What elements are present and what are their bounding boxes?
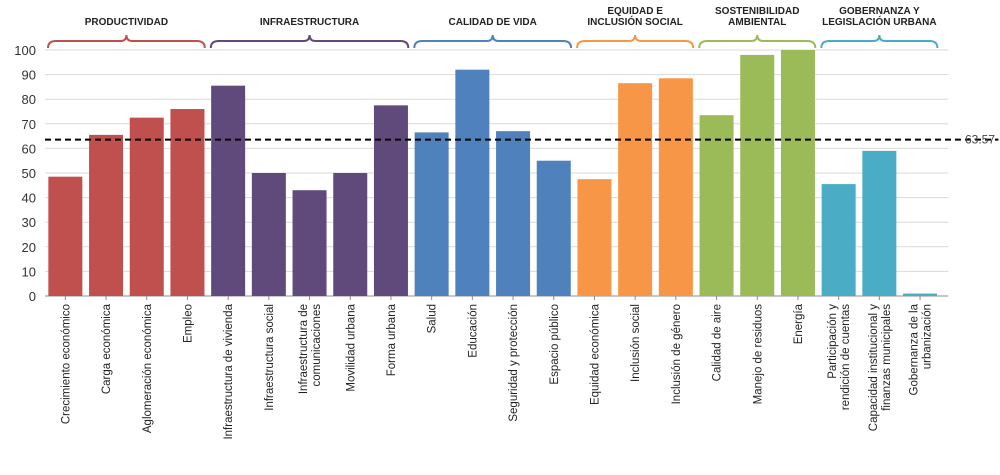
bar: [821, 184, 856, 296]
x-tick-label: Energía: [793, 303, 805, 344]
group-label: INCLUSIÓN SOCIAL: [587, 15, 683, 28]
x-tick-label: Carga económica: [101, 303, 113, 394]
bar: [496, 131, 531, 296]
bar: [292, 190, 327, 296]
group-label: SOSTENIBILIDAD: [715, 6, 799, 17]
y-tick-label: 30: [22, 215, 36, 230]
x-tick-label: Aglomeración económica: [142, 303, 154, 433]
y-tick-label: 40: [22, 191, 36, 206]
average-reference: 63.57: [45, 133, 999, 147]
bar: [333, 173, 368, 296]
x-tick-label: rendición de cuentas: [840, 304, 852, 410]
bar: [373, 105, 408, 296]
x-tick-label: Salud: [427, 304, 439, 333]
bar: [251, 173, 286, 296]
bar: [577, 179, 612, 296]
bar: [618, 83, 653, 297]
bar: [699, 115, 734, 296]
group-label: EQUIDAD E: [607, 6, 663, 17]
y-tick-label: 60: [22, 141, 36, 156]
y-tick-label: 70: [22, 117, 36, 132]
bar: [658, 78, 693, 296]
bar: [903, 293, 938, 296]
group-label: AMBIENTAL: [728, 17, 786, 28]
x-tick-label: Forma urbana: [386, 303, 398, 376]
bar: [455, 69, 490, 297]
group-label: INFRAESTRUCTURA: [260, 17, 359, 28]
bar: [740, 54, 775, 296]
group-label: LEGISLACIÓN URBANA: [822, 15, 936, 28]
y-axis: 0 10 20 30 40 50 60 70 80 90 100: [14, 43, 36, 304]
y-tick-label: 50: [22, 166, 36, 181]
y-tick-label: 0: [29, 289, 36, 304]
x-tick-label: Inclusión de género: [671, 304, 683, 404]
dimension-groups: PRODUCTIVIDAD INFRAESTRUCTURA CALIDAD DE V…: [47, 6, 939, 49]
x-tick-label: Equidad económica: [589, 303, 601, 405]
x-tick-label: Empleo: [182, 304, 194, 343]
bar: [862, 150, 897, 296]
x-tick-label: Infraestructura social: [264, 304, 276, 411]
x-tick-label: Infraestructura de vivienda: [223, 303, 235, 439]
x-tick-label: Participación y: [827, 304, 839, 379]
x-tick-label: Movilidad urbana: [345, 303, 357, 391]
y-tick-label: 10: [22, 264, 36, 279]
group-brace: [698, 34, 817, 49]
bar: [89, 134, 124, 296]
y-tick-label: 80: [22, 92, 36, 107]
y-tick-label: 20: [22, 240, 36, 255]
x-tick-label: Inclusión social: [630, 304, 642, 382]
x-axis-labels: Crecimiento económico Carga económica Aglo…: [60, 296, 934, 440]
group-label: PRODUCTIVIDAD: [85, 17, 168, 28]
x-tick-label: Infraestructura de: [298, 304, 310, 394]
bar: [780, 50, 815, 296]
bar: [536, 160, 571, 296]
x-tick-label: Calidad de aire: [712, 304, 724, 381]
x-tick-label: Crecimiento económico: [60, 304, 72, 424]
group-label: CALIDAD DE VIDA: [449, 17, 537, 28]
group-brace: [413, 34, 573, 49]
bar: [170, 109, 205, 296]
y-tick-label: 90: [22, 68, 36, 83]
x-tick-label: comunicaciones: [311, 304, 323, 387]
group-brace: [47, 34, 206, 49]
group-brace: [209, 34, 410, 49]
bar: [48, 176, 83, 296]
x-tick-label: Manejo de residuos: [752, 304, 764, 405]
x-tick-label: Educación: [467, 304, 479, 358]
x-tick-label: Seguridad y protección: [508, 304, 520, 422]
bar: [414, 132, 449, 296]
average-label: 63.57: [965, 133, 995, 147]
x-tick-label: finanzas municipales: [881, 304, 893, 411]
x-tick-label: Capacidad institucional y: [868, 304, 880, 431]
x-tick-label: urbanización: [922, 304, 934, 369]
bar: [211, 85, 246, 296]
bar: [129, 117, 164, 297]
group-brace: [820, 34, 939, 49]
x-tick-label: Gobernanza de la: [909, 303, 921, 395]
y-tick-label: 100: [14, 43, 36, 58]
group-brace: [576, 34, 695, 49]
group-label: GOBERNANZA Y: [839, 6, 920, 17]
bars: [48, 50, 938, 297]
x-tick-label: Espacio público: [549, 304, 561, 385]
